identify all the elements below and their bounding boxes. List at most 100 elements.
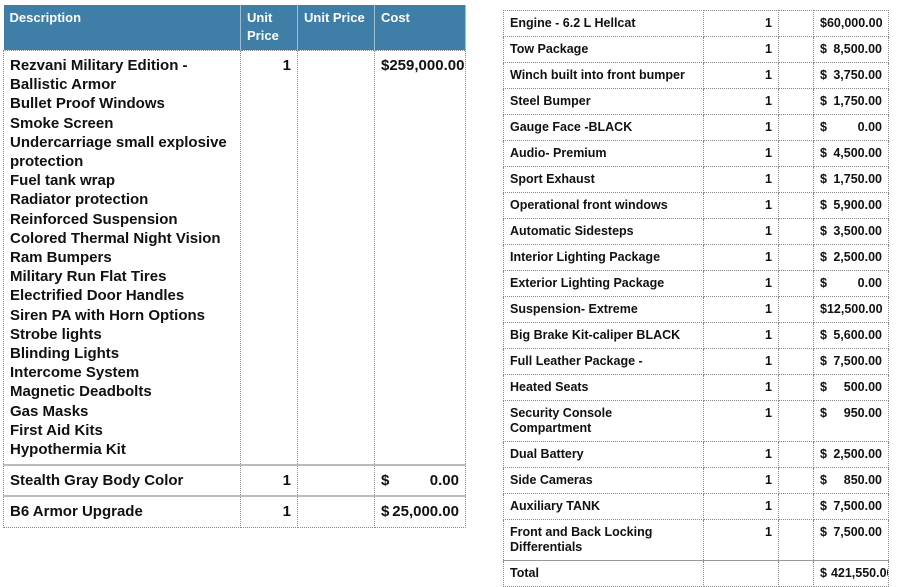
qty-cell: 1: [240, 495, 298, 528]
qty-cell: 1: [240, 50, 298, 466]
description-cell: B6 Armor Upgrade: [3, 495, 241, 528]
qty-cell: 1: [703, 36, 779, 63]
qty-cell: 1: [703, 441, 779, 468]
qty-cell: 1: [703, 218, 779, 245]
amount: 5,600.00: [833, 328, 882, 342]
text-line: Side Cameras: [510, 473, 593, 487]
amount: 1,750.00: [833, 172, 882, 186]
cost: $1,750.00: [820, 172, 882, 187]
text-line: Suspension- Extreme: [510, 302, 638, 316]
currency: $: [820, 146, 827, 160]
description-cell: Suspension- Extreme: [503, 296, 704, 323]
cost: $3,500.00: [820, 224, 882, 239]
amount: 7,500.00: [833, 354, 882, 368]
text-line: Stealth Gray Body Color: [10, 472, 184, 490]
qty-cell: 1: [703, 322, 779, 349]
cost-cell: $5,900.00: [813, 192, 889, 219]
currency: $: [820, 224, 827, 238]
row: Gauge Face -BLACK 1 $0.00: [503, 114, 889, 141]
table-body: Rezvani Military Edition - Ballistic Armo…: [3, 50, 466, 528]
cost-cell: $25,000.00: [374, 495, 466, 528]
text-line: Gauge Face -BLACK: [510, 120, 633, 134]
text-line: Heated Seats: [510, 380, 589, 394]
empty-cell: [778, 467, 814, 494]
text-line: Ballistic Armor: [10, 76, 117, 94]
cost-cell: $3,500.00: [813, 218, 889, 245]
amount: 7,500.00: [833, 499, 882, 513]
unit-price-cell: [297, 464, 375, 497]
qty-cell: 1: [703, 192, 779, 219]
qty-cell: 1: [703, 10, 779, 37]
amount: 3,750.00: [833, 68, 882, 82]
empty-cell: [778, 192, 814, 219]
header-cell: Unit Price: [240, 5, 298, 51]
cost: $950.00: [820, 406, 882, 421]
text-line: Fuel tank wrap: [10, 172, 116, 190]
text-line: Winch built into front bumper: [510, 68, 685, 82]
text-line: Unit: [247, 10, 273, 25]
empty-cell: [778, 348, 814, 375]
amount: 0.00: [857, 120, 882, 134]
text-line: Gas Masks: [10, 402, 89, 420]
currency: $: [820, 380, 827, 394]
cost: $5,900.00: [820, 198, 882, 213]
amount: 0.00: [857, 276, 882, 290]
description-cell: Operational front windows: [503, 192, 704, 219]
qty-cell: 1: [703, 493, 779, 520]
text-line: Audio- Premium: [510, 146, 607, 160]
currency: $: [381, 472, 390, 490]
amount: 8,500.00: [833, 42, 882, 56]
currency: $: [820, 499, 827, 513]
cost-cell: $950.00: [813, 400, 889, 442]
empty-cell: [778, 36, 814, 63]
row: Heated Seats 1 $500.00: [503, 374, 889, 401]
qty-cell: 1: [240, 464, 298, 497]
unit-price-cell: [297, 50, 375, 466]
text-line: Blinding Lights: [10, 345, 120, 363]
text-line: B6 Armor Upgrade: [10, 503, 143, 521]
header-cell: Unit Price: [297, 5, 375, 51]
currency: $: [820, 525, 827, 539]
qty-cell: 1: [703, 467, 779, 494]
cost-cell: $850.00: [813, 467, 889, 494]
text-line: Rezvani Military Edition -: [10, 57, 188, 74]
cost: $25,000.00: [381, 502, 459, 521]
description-cell: Rezvani Military Edition - Ballistic Armo…: [3, 50, 241, 466]
cost: $0.00: [820, 276, 882, 291]
text-line: Unit Price: [304, 10, 365, 25]
amount: 850.00: [843, 473, 882, 487]
qty-cell: 1: [703, 244, 779, 271]
currency: $: [381, 57, 390, 74]
empty-cell: [778, 62, 814, 89]
cost-cell: $1,750.00: [813, 88, 889, 115]
row: Steel Bumper 1 $1,750.00: [503, 88, 889, 115]
text-line: Colored Thermal Night Vision: [10, 229, 221, 247]
cost-cell: $259,000.00: [374, 50, 466, 466]
currency: $: [820, 172, 827, 186]
cost-cell: $7,500.00: [813, 348, 889, 375]
text-line: Price: [247, 28, 279, 43]
text-line: Steel Bumper: [510, 94, 591, 108]
header-cell: Description: [3, 5, 241, 51]
empty-cell: [703, 560, 779, 587]
text-line: First Aid Kits: [10, 421, 103, 439]
cost: $4,500.00: [820, 146, 882, 161]
currency: $: [820, 328, 827, 342]
text-line: Reinforced Suspension: [10, 210, 178, 228]
currency: $: [381, 503, 390, 521]
text-line: Strobe lights: [10, 325, 102, 343]
qty-cell: 1: [703, 140, 779, 167]
amount: 950.00: [843, 406, 882, 420]
empty-cell: [778, 114, 814, 141]
qty-cell: 1: [703, 296, 779, 323]
row: Front and Back Locking Differentials 1 $7,5…: [503, 519, 889, 561]
row: Security Console Compartment 1 $950.00: [503, 400, 889, 442]
empty-cell: [778, 244, 814, 271]
cost: $0.00: [381, 471, 459, 490]
description-cell: Tow Package: [503, 36, 704, 63]
row: Exterior Lighting Package 1 $0.00: [503, 270, 889, 297]
cost: $5,600.00: [820, 328, 882, 343]
text-line: Smoke Screen: [10, 114, 114, 132]
description-cell: Security Console Compartment: [503, 400, 704, 442]
cost-cell: $7,500.00: [813, 493, 889, 520]
